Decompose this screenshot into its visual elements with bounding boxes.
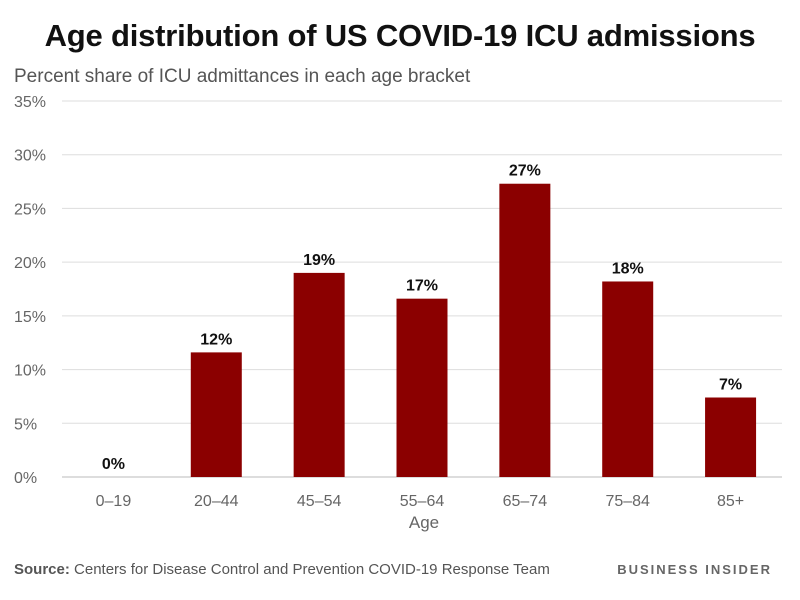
source-note: Source: Centers for Disease Control and … — [14, 561, 550, 578]
x-tick-label: 85+ — [717, 493, 744, 510]
data-label: 27% — [509, 163, 541, 180]
x-tick-label: 45–54 — [297, 493, 342, 510]
data-label: 7% — [719, 377, 742, 394]
bar — [190, 352, 242, 477]
y-tick-label: 30% — [14, 148, 46, 165]
x-tick-label: 20–44 — [194, 493, 239, 510]
data-label: 0% — [102, 456, 125, 473]
data-label: 12% — [200, 331, 232, 348]
y-tick-label: 5% — [14, 416, 37, 433]
brand-logo: BUSINESS INSIDER — [617, 562, 772, 577]
x-tick-label: 75–84 — [605, 493, 650, 510]
bar — [705, 397, 757, 477]
data-label: 17% — [406, 278, 438, 295]
y-tick-label: 10% — [14, 363, 46, 380]
x-axis-title: Age — [409, 513, 439, 532]
bar — [293, 272, 345, 477]
chart-subtitle: Percent share of ICU admittances in each… — [14, 66, 471, 87]
y-tick-label: 20% — [14, 255, 46, 272]
source-label: Source: — [14, 561, 70, 578]
x-tick-label: 65–74 — [503, 493, 548, 510]
data-label: 19% — [303, 252, 335, 269]
chart-title: Age distribution of US COVID-19 ICU admi… — [44, 18, 756, 53]
x-tick-label: 0–19 — [96, 493, 132, 510]
y-tick-label: 15% — [14, 309, 46, 326]
y-tick-label: 0% — [14, 470, 37, 487]
bar — [602, 281, 654, 477]
bar — [499, 183, 551, 477]
source-text: Centers for Disease Control and Preventi… — [69, 561, 550, 578]
y-tick-label: 25% — [14, 201, 46, 218]
y-tick-label: 35% — [14, 94, 46, 111]
data-label: 18% — [612, 260, 644, 277]
x-tick-label: 55–64 — [400, 493, 445, 510]
bar — [396, 298, 448, 477]
